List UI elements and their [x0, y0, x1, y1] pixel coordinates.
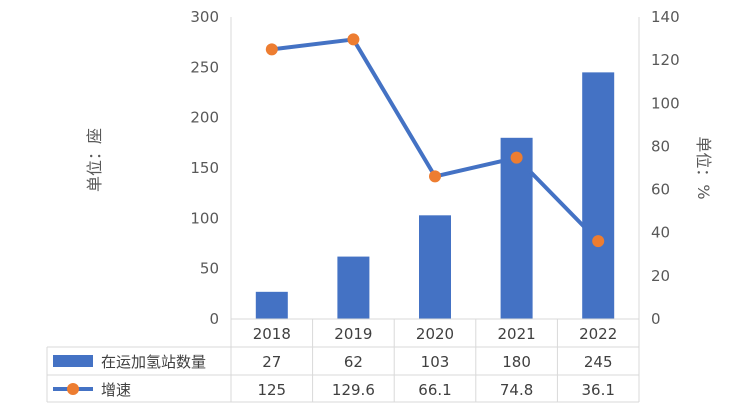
left-tick-label: 50	[200, 260, 219, 278]
bar-value-cell: 27	[262, 353, 281, 371]
bar-2018	[255, 291, 288, 319]
line-series	[265, 33, 605, 248]
category-label: 2020	[416, 325, 454, 343]
right-tick-label: 140	[651, 8, 680, 26]
line-value-cell: 74.8	[500, 381, 533, 399]
category-label: 2022	[579, 325, 617, 343]
right-tick-label: 60	[651, 181, 670, 199]
line-marker-2018	[265, 43, 278, 56]
left-tick-label: 200	[190, 109, 219, 127]
bar-value-cell: 245	[584, 353, 613, 371]
left-tick-label: 100	[190, 209, 219, 227]
right-tick-label: 80	[651, 137, 670, 155]
category-label: 2018	[253, 325, 291, 343]
line-path	[269, 37, 601, 244]
left-tick-label: 300	[190, 8, 219, 26]
line-marker-2020	[429, 170, 441, 183]
legend-bar-label: 在运加氢站数量	[101, 353, 206, 371]
bar-2022	[582, 72, 615, 319]
left-tick-label: 250	[190, 58, 219, 76]
right-tick-label: 120	[651, 51, 680, 69]
line-marker-2022	[592, 235, 605, 248]
line-marker-2021	[510, 151, 523, 164]
right-tick-label: 40	[651, 224, 670, 242]
category-label: 2021	[498, 325, 536, 343]
bar-value-cell: 180	[502, 353, 531, 371]
legend-line-marker	[67, 383, 79, 395]
right-axis-title: 单位：%	[694, 136, 713, 199]
line-value-cell: 125	[257, 381, 286, 399]
bar-2020	[419, 215, 451, 319]
left-tick-label: 0	[209, 310, 219, 328]
bar-2019	[337, 256, 370, 319]
bar-series	[255, 72, 615, 319]
left-axis-ticks: 0 50 100 150 200 250 300	[190, 8, 219, 328]
legend-line-label: 增速	[101, 381, 131, 399]
left-tick-label: 150	[190, 159, 219, 177]
bar-2021	[500, 137, 533, 319]
category-label: 2019	[334, 325, 372, 343]
axes	[46, 17, 640, 403]
legend-bar-key	[53, 355, 93, 367]
right-axis-ticks: 0 20 40 60 80 100 120 140	[651, 8, 680, 328]
line-marker-2019	[347, 33, 360, 46]
right-tick-label: 100	[651, 94, 680, 112]
right-tick-label: 20	[651, 267, 670, 285]
bar-value-cell: 103	[421, 353, 450, 371]
left-axis-title: 单位：座	[85, 128, 104, 192]
line-value-cell: 129.6	[332, 381, 375, 399]
right-tick-label: 0	[651, 310, 661, 328]
bar-value-cell: 62	[344, 353, 363, 371]
line-value-cell: 66.1	[418, 381, 451, 399]
line-value-cell: 36.1	[581, 381, 614, 399]
